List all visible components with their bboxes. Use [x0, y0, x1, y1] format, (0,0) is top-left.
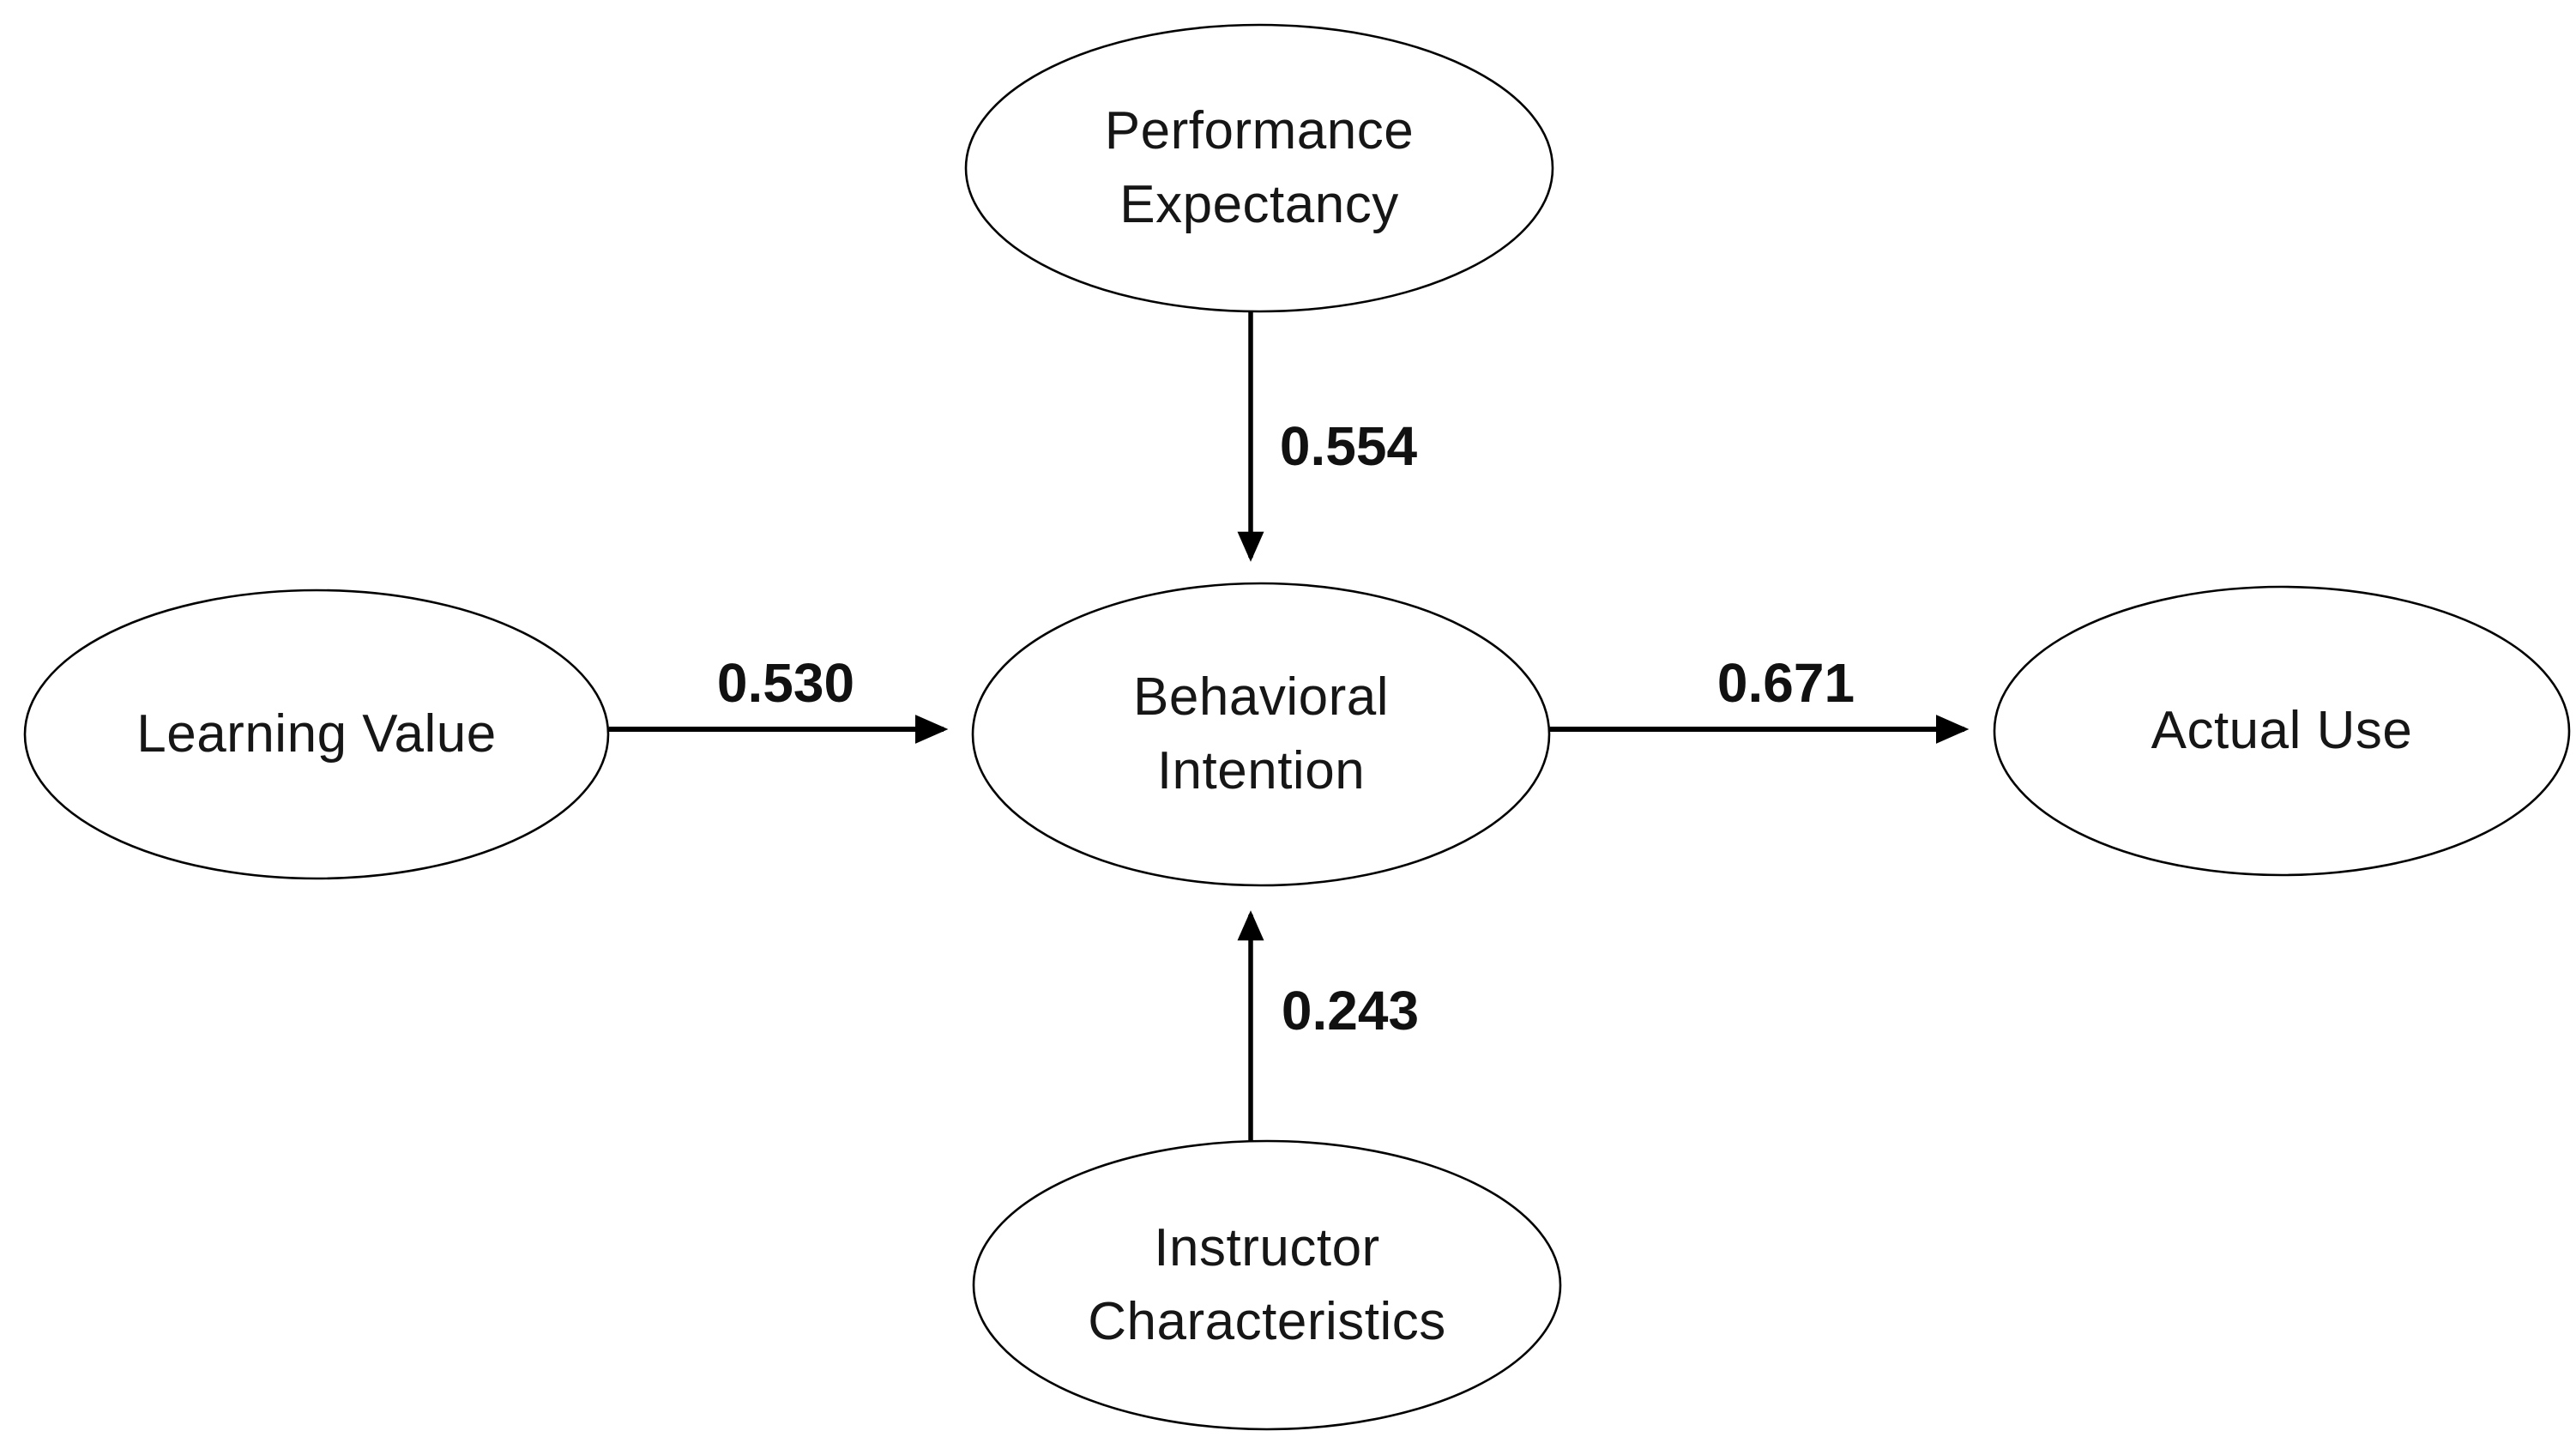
- node-label-actual-use: Actual Use: [2151, 701, 2413, 761]
- node-ellipse-learning-value: [23, 589, 610, 880]
- node-ellipse-actual-use: [1993, 585, 2571, 877]
- node-ellipse-performance-expectancy: [964, 23, 1554, 313]
- node-ellipse-behavioral-intention: [971, 582, 1551, 887]
- node-label-performance-expectancy: Performance Expectancy: [1104, 101, 1415, 234]
- node-ellipse-instructor-characteristics: [972, 1139, 1562, 1431]
- coefficient-instructor-to-intention: 0.243: [1281, 980, 1420, 1041]
- coefficient-learning-to-intention: 0.530: [716, 652, 855, 714]
- node-label-behavioral-intention: Behavioral Intention: [1133, 667, 1389, 800]
- coefficient-intention-to-actual: 0.671: [1716, 652, 1855, 714]
- node-label-instructor-characteristics: Instructor Characteristics: [1088, 1218, 1446, 1351]
- coefficient-performance-to-intention: 0.554: [1279, 415, 1418, 477]
- node-label-learning-value: Learning Value: [136, 704, 497, 764]
